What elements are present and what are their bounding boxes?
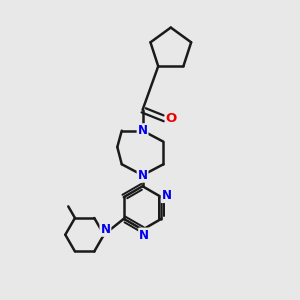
Text: N: N bbox=[138, 169, 148, 182]
Text: O: O bbox=[166, 112, 177, 125]
Text: N: N bbox=[139, 229, 149, 242]
Text: N: N bbox=[162, 189, 172, 202]
Text: N: N bbox=[138, 124, 148, 137]
Text: N: N bbox=[100, 223, 110, 236]
